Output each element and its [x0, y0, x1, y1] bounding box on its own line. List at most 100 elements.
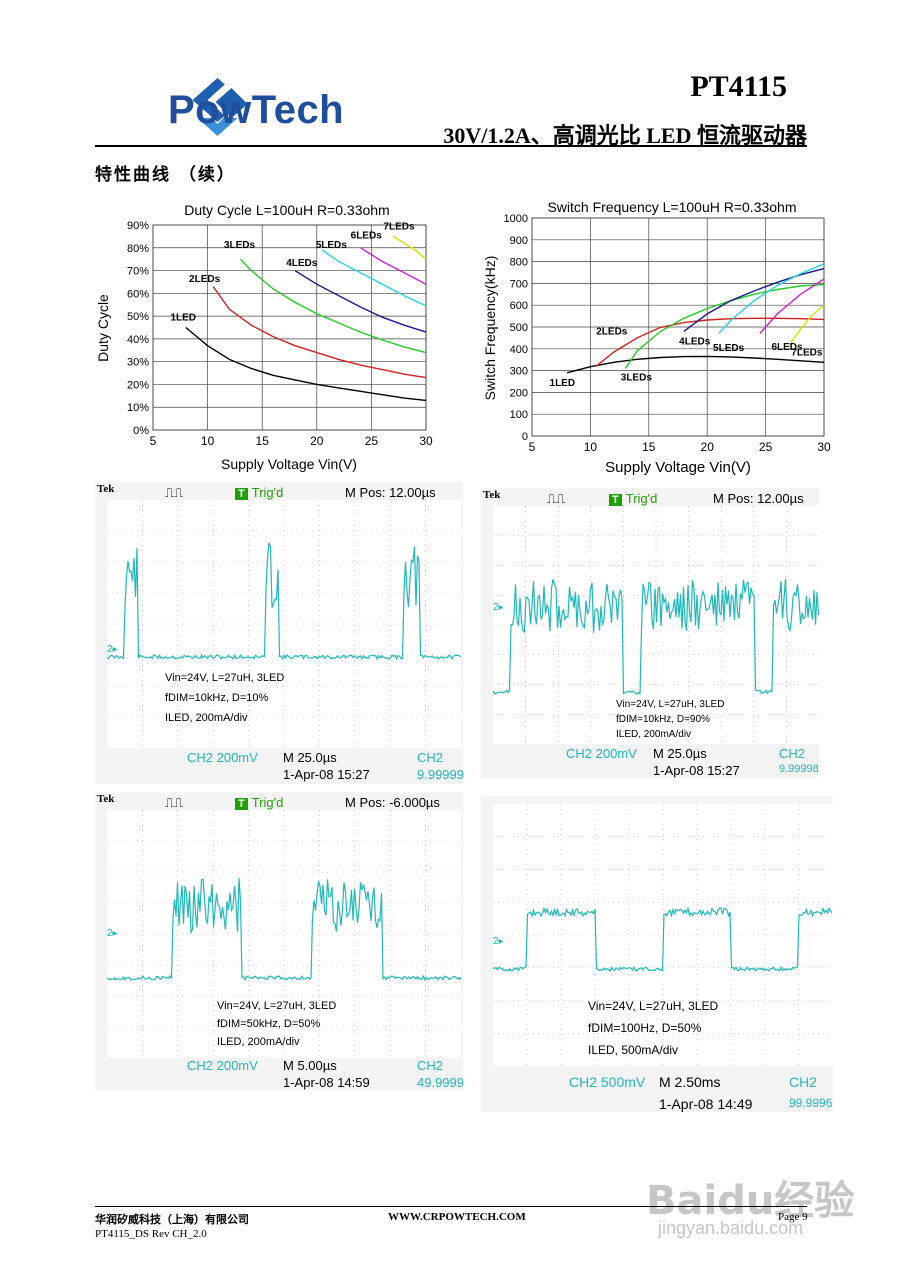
x-axis-label: Supply Voltage Vin(V) [221, 456, 357, 472]
x-tick-label: 30 [817, 440, 831, 454]
scope-waveform: 2▸ [107, 500, 461, 748]
tek-brand: Tek [97, 793, 115, 805]
y-tick-label: 70% [127, 266, 149, 278]
document-title: 30V/1.2A、高调光比 LED 恒流驱动器 [443, 123, 807, 148]
series-label: 5LEDs [713, 343, 745, 354]
x-tick-label: 5 [150, 434, 157, 448]
scope-capture-1: Tek ⎍⎍ T Trig'd M Pos: 12.00µs 2▸ Vin=24V… [95, 482, 464, 784]
test-condition-2: fDIM=50kHz, D=50% [217, 1018, 321, 1030]
x-tick-label: 20 [701, 440, 715, 454]
x-tick-label: 10 [584, 440, 598, 454]
header-divider [95, 145, 807, 147]
y-tick-label: 0 [522, 431, 528, 443]
y-axis-label: Switch Frequency(kHz) [482, 256, 498, 401]
channel-marker: 2▸ [493, 936, 504, 947]
powtech-logo [192, 78, 250, 136]
series-line-1led [566, 355, 825, 374]
scope-capture-4: 2▸ Vin=24V, L=27uH, 3LED fDIM=100Hz, D=5… [481, 796, 833, 1112]
part-number: PT4115 [690, 70, 787, 103]
scope-capture-3: Tek ⎍⎍ T Trig'd M Pos: -6.000µs 2▸ Vin=24… [95, 792, 464, 1090]
test-condition-3: ILED, 500mA/div [588, 1043, 679, 1057]
x-ticks: 5 10 15 20 25 30 [150, 434, 433, 448]
series-line-2leds [212, 286, 427, 379]
y-tick-label: 30% [127, 357, 149, 369]
trigger-frequency: 49.9999 [417, 1075, 464, 1090]
y-tick-label: 1000 [504, 213, 528, 225]
test-condition-1: Vin=24V, L=27uH, 3LED [588, 999, 719, 1013]
y-tick-label: 10% [127, 402, 149, 414]
waveform-trace [107, 542, 461, 661]
series-line-4leds [294, 270, 427, 333]
scope-graticule [107, 500, 461, 748]
y-tick-label: 50% [127, 311, 149, 323]
channel-scale: CH2 200mV [187, 750, 258, 765]
channel-scale: CH2 200mV [187, 1058, 258, 1073]
test-condition-1: Vin=24V, L=27uH, 3LED [217, 1000, 337, 1012]
channel-marker: 2▸ [107, 928, 118, 939]
y-tick-label: 800 [510, 257, 528, 269]
timestamp: 1-Apr-08 15:27 [653, 763, 740, 778]
y-tick-label: 900 [510, 235, 528, 247]
trigger-frequency: 9.99998 [779, 763, 819, 775]
y-tick-label: 600 [510, 300, 528, 312]
series-label: 2LEDs [596, 327, 628, 338]
acquisition-icon: ⎍⎍ [165, 485, 184, 500]
waveform-trace [493, 905, 833, 973]
x-tick-label: 15 [256, 434, 270, 448]
test-condition-3: ILED, 200mA/div [165, 712, 248, 724]
test-condition-2: fDIM=10kHz, D=90% [616, 714, 710, 725]
tek-brand: Tek [483, 489, 501, 501]
plot-grid [531, 217, 825, 437]
y-tick-label: 80% [127, 243, 149, 255]
y-tick-label: 300 [510, 366, 528, 378]
chart-title: Duty Cycle L=100uH R=0.33ohm [184, 202, 389, 218]
footer-url: WWW.CRPOWTECH.COM [388, 1211, 526, 1223]
series-label: 4LEDs [679, 336, 711, 347]
series-line-2leds [595, 317, 825, 367]
trigger-channel: CH2 [789, 1074, 818, 1090]
x-tick-label: 15 [642, 440, 656, 454]
acquisition-icon: ⎍⎍ [547, 491, 566, 506]
y-tick-label: 60% [127, 288, 149, 300]
channel-marker: 2▸ [493, 602, 504, 613]
y-ticks: 0% 10% 20% 30% 40% 50% 60% 70% 80% 90% [127, 220, 149, 437]
scope-waveform: 2▸ [493, 506, 819, 744]
time-base: M 2.50ms [659, 1074, 721, 1090]
channel-scale: CH2 500mV [569, 1074, 646, 1090]
series-line-5leds [321, 249, 427, 307]
test-condition-2: fDIM=10kHz, D=10% [165, 692, 269, 704]
series-lines [566, 263, 825, 374]
x-ticks: 5 10 15 20 25 30 [529, 440, 831, 454]
switch-frequency-chart: Switch Frequency L=100uH R=0.33ohm 5 10 15… [482, 199, 831, 476]
y-tick-label: 0% [133, 425, 149, 437]
series-line-6leds [759, 278, 825, 334]
series-label: 3LEDs [621, 372, 653, 383]
series-label: 7LEDs [383, 222, 415, 233]
series-label: 2LEDs [189, 274, 221, 285]
series-label: 4LEDs [286, 258, 318, 269]
trigger-frequency: 9.99999 [417, 767, 464, 782]
scope-capture-2: Tek ⎍⎍ T Trig'd M Pos: 12.00µs 2▸ Vin=24V… [481, 488, 819, 778]
section-heading: 特性曲线 （续） [95, 165, 236, 185]
trigger-status: T Trig'd [235, 485, 283, 500]
y-tick-label: 90% [127, 220, 149, 232]
m-position: M Pos: 12.00µs [345, 485, 436, 500]
y-axis-label: Duty Cycle [95, 294, 111, 362]
x-tick-label: 10 [201, 434, 215, 448]
footer-company: 华润矽威科技（上海）有限公司 [95, 1213, 249, 1226]
scope-screen: 2▸ [493, 506, 819, 744]
series-label: 3LEDs [224, 240, 256, 251]
timestamp: 1-Apr-08 14:59 [283, 1075, 370, 1090]
scope-screen: 2▸ [493, 804, 833, 1066]
tek-brand: Tek [97, 483, 115, 495]
series-label: 7LEDs [791, 347, 823, 358]
series-line-5leds [718, 263, 825, 334]
test-condition-3: ILED, 200mA/div [217, 1036, 300, 1048]
series-label: 6LEDs [771, 342, 803, 353]
scope-screen: 2▸ [107, 500, 461, 748]
acquisition-icon: ⎍⎍ [165, 795, 184, 810]
x-tick-label: 20 [310, 434, 324, 448]
x-tick-label: 30 [419, 434, 433, 448]
series-line-3leds [239, 258, 427, 354]
